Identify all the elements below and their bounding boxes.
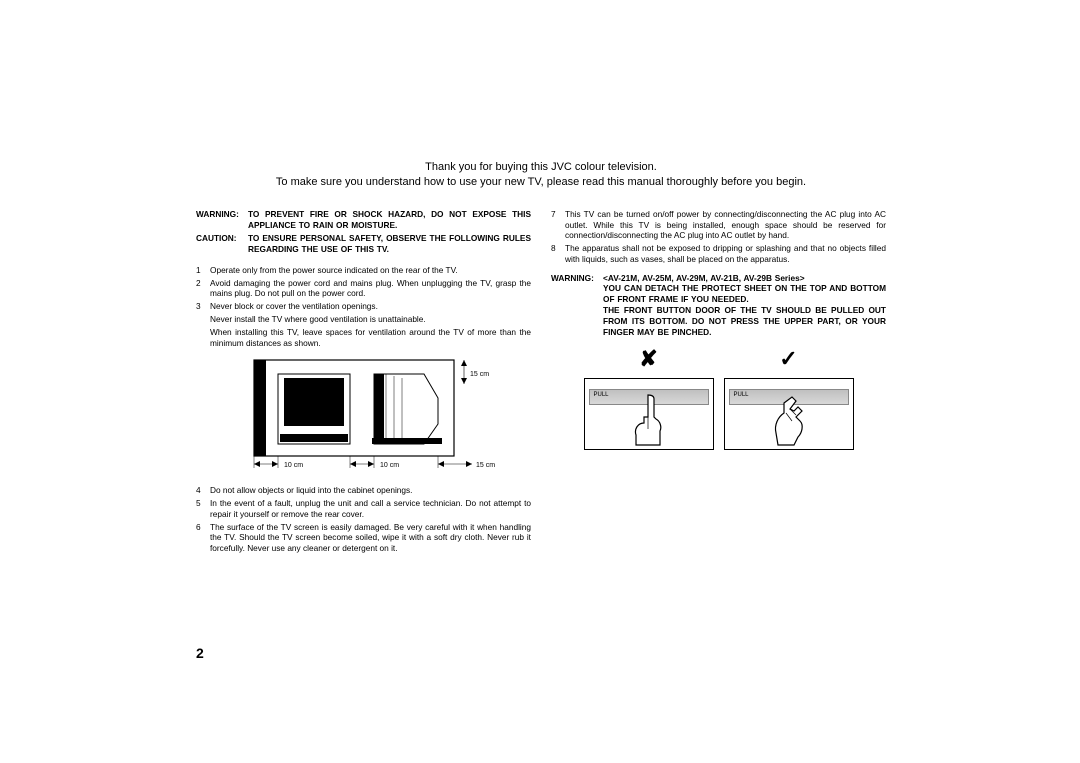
intro-line-2: To make sure you understand how to use y…	[196, 175, 886, 190]
dim-top: 15 cm	[470, 371, 489, 378]
rule-text: Never block or cover the ventilation ope…	[210, 301, 531, 483]
left-column: WARNING: TO PREVENT FIRE OR SHOCK HAZARD…	[196, 209, 531, 556]
warning-text: TO PREVENT FIRE OR SHOCK HAZARD, DO NOT …	[248, 209, 531, 231]
rule-text: The apparatus shall not be exposed to dr…	[565, 243, 886, 265]
pull-correct-box: ✓ PULL	[724, 345, 854, 450]
pull-wrong-frame: PULL	[584, 378, 714, 450]
page-content: Thank you for buying this JVC colour tel…	[196, 160, 886, 556]
caution-text: TO ENSURE PERSONAL SAFETY, OBSERVE THE F…	[248, 233, 531, 255]
left-rules-list: Operate only from the power source indic…	[196, 265, 531, 554]
rule-text: This TV can be turned on/off power by co…	[565, 209, 886, 241]
intro-block: Thank you for buying this JVC colour tel…	[196, 160, 886, 191]
rule-item: Never block or cover the ventilation ope…	[196, 301, 531, 483]
intro-line-1: Thank you for buying this JVC colour tel…	[196, 160, 886, 175]
page-number: 2	[196, 645, 204, 661]
dim-mid: 10 cm	[380, 462, 399, 469]
right-rules-list: This TV can be turned on/off power by co…	[551, 209, 886, 265]
rule-item: The surface of the TV screen is easily d…	[196, 522, 531, 554]
rule-text: In the event of a fault, unplug the unit…	[210, 498, 531, 520]
rule-3-sub1: Never install the TV where good ventilat…	[210, 314, 531, 325]
rule-text: Do not allow objects or liquid into the …	[210, 485, 531, 496]
pulling-hand-icon	[764, 393, 814, 447]
right-warning-label: WARNING:	[551, 273, 603, 338]
warning-models: <AV-21M, AV-25M, AV-29M, AV-21B, AV-29B …	[603, 273, 805, 283]
rule-item: Do not allow objects or liquid into the …	[196, 485, 531, 496]
pressing-hand-icon	[624, 393, 674, 447]
rule-item: Operate only from the power source indic…	[196, 265, 531, 276]
pull-label: PULL	[594, 392, 609, 398]
right-column: This TV can be turned on/off power by co…	[551, 209, 886, 556]
dim-left: 10 cm	[284, 462, 303, 469]
caution-row: CAUTION: TO ENSURE PERSONAL SAFETY, OBSE…	[196, 233, 531, 255]
caution-label: CAUTION:	[196, 233, 248, 255]
pull-label: PULL	[734, 392, 749, 398]
rule-text: Avoid damaging the power cord and mains …	[210, 278, 531, 300]
rule-item: This TV can be turned on/off power by co…	[551, 209, 886, 241]
dim-right: 15 cm	[476, 462, 495, 469]
pull-wrong-box: ✘ PULL	[584, 345, 714, 450]
two-column-layout: WARNING: TO PREVENT FIRE OR SHOCK HAZARD…	[196, 209, 886, 556]
rule-item: In the event of a fault, unplug the unit…	[196, 498, 531, 520]
right-warning-body: <AV-21M, AV-25M, AV-29M, AV-21B, AV-29B …	[603, 273, 886, 338]
rule-3-main: Never block or cover the ventilation ope…	[210, 301, 378, 311]
pull-correct-frame: PULL	[724, 378, 854, 450]
check-icon: ✓	[724, 345, 854, 374]
pull-diagram-row: ✘ PULL ✓ PULL	[551, 345, 886, 450]
cross-icon: ✘	[584, 345, 714, 374]
tv-clearance-diagram: 15 cm	[224, 354, 504, 474]
rule-item: The apparatus shall not be exposed to dr…	[551, 243, 886, 265]
warning-row: WARNING: TO PREVENT FIRE OR SHOCK HAZARD…	[196, 209, 531, 231]
rule-text: The surface of the TV screen is easily d…	[210, 522, 531, 554]
rule-3-sub2: When installing this TV, leave spaces fo…	[210, 327, 531, 349]
right-warning-row: WARNING: <AV-21M, AV-25M, AV-29M, AV-21B…	[551, 273, 886, 338]
warning-label: WARNING:	[196, 209, 248, 231]
warning-body-text: YOU CAN DETACH THE PROTECT SHEET ON THE …	[603, 283, 886, 337]
rule-item: Avoid damaging the power cord and mains …	[196, 278, 531, 300]
rule-text: Operate only from the power source indic…	[210, 265, 531, 276]
